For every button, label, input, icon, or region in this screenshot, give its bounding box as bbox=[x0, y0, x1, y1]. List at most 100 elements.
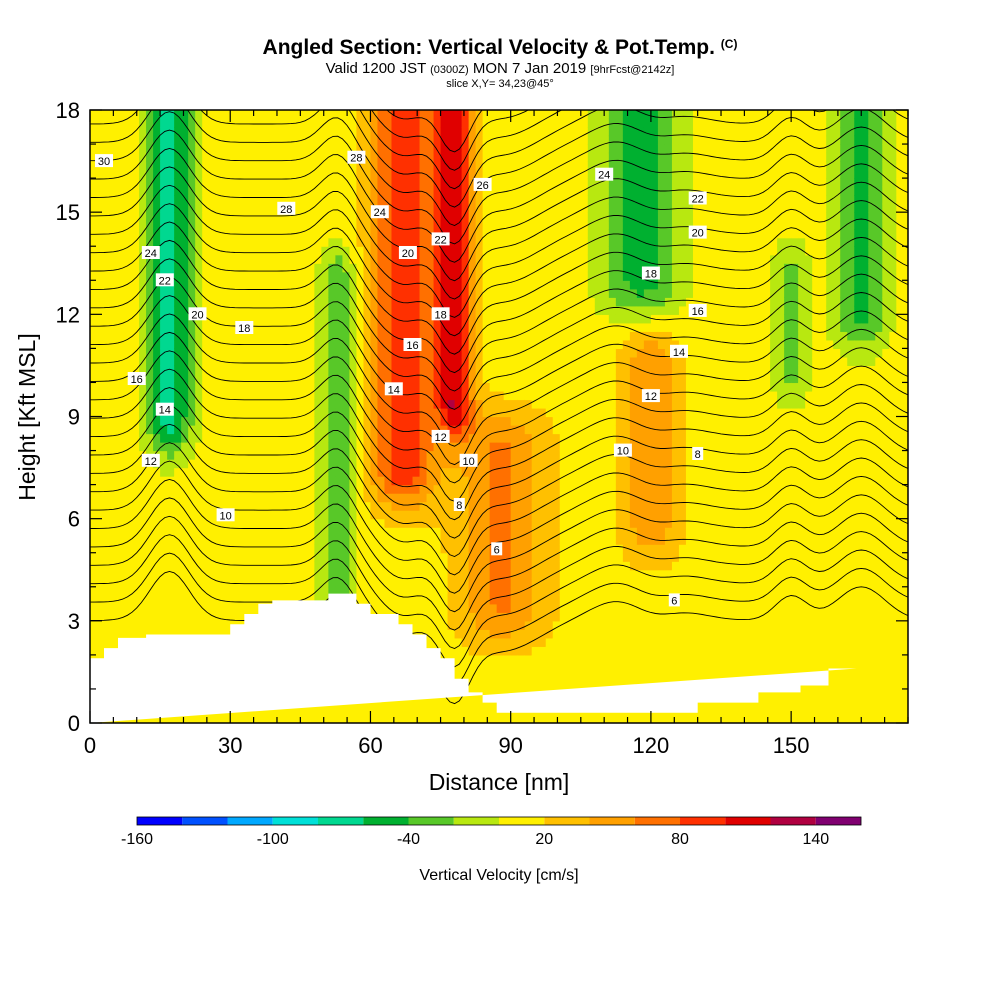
velocity-cell bbox=[524, 569, 533, 579]
velocity-cell bbox=[468, 331, 477, 341]
velocity-cell bbox=[426, 348, 435, 358]
velocity-cell bbox=[503, 407, 512, 418]
velocity-cell bbox=[447, 527, 456, 537]
velocity-cell bbox=[531, 186, 540, 196]
velocity-cell bbox=[321, 433, 329, 443]
velocity-cell bbox=[111, 229, 119, 239]
velocity-cell bbox=[286, 373, 294, 384]
velocity-cell bbox=[412, 595, 421, 605]
velocity-cell bbox=[524, 305, 533, 315]
velocity-cell bbox=[370, 476, 379, 486]
velocity-cell bbox=[552, 714, 561, 723]
velocity-cell bbox=[160, 254, 168, 264]
velocity-cell bbox=[419, 603, 428, 613]
velocity-cell bbox=[300, 178, 308, 188]
velocity-cell bbox=[517, 195, 526, 205]
velocity-cell bbox=[545, 356, 554, 367]
velocity-cell bbox=[286, 118, 294, 128]
velocity-cell bbox=[559, 612, 568, 622]
velocity-cell bbox=[503, 595, 512, 605]
velocity-cell bbox=[153, 322, 161, 332]
velocity-cell bbox=[216, 331, 224, 341]
velocity-cell bbox=[209, 203, 217, 213]
velocity-cell bbox=[321, 518, 329, 528]
velocity-cell bbox=[468, 595, 477, 605]
velocity-cell bbox=[258, 314, 266, 324]
velocity-cell bbox=[251, 442, 259, 452]
velocity-cell bbox=[454, 263, 463, 273]
velocity-cell bbox=[475, 118, 484, 128]
velocity-cell bbox=[286, 263, 294, 273]
velocity-cell bbox=[132, 263, 140, 273]
velocity-cell bbox=[524, 271, 533, 281]
velocity-cell bbox=[237, 527, 245, 537]
velocity-cell bbox=[363, 314, 372, 324]
velocity-cell bbox=[223, 135, 231, 145]
velocity-cell bbox=[503, 493, 512, 503]
velocity-cell bbox=[258, 569, 266, 579]
velocity-cell bbox=[468, 603, 477, 613]
velocity-cell bbox=[314, 169, 322, 179]
velocity-cell bbox=[216, 442, 224, 452]
velocity-cell bbox=[363, 280, 372, 290]
velocity-cell bbox=[391, 280, 400, 290]
velocity-cell bbox=[538, 459, 547, 469]
velocity-cell bbox=[454, 493, 463, 503]
velocity-cell bbox=[181, 195, 189, 205]
velocity-cell bbox=[538, 220, 547, 230]
velocity-cell bbox=[517, 433, 526, 443]
velocity-cell bbox=[132, 425, 140, 435]
velocity-cell bbox=[104, 620, 112, 630]
velocity-cell bbox=[363, 229, 372, 239]
velocity-cell bbox=[391, 135, 400, 145]
velocity-cell bbox=[468, 152, 477, 162]
velocity-cell bbox=[293, 518, 301, 528]
velocity-cell bbox=[174, 442, 182, 452]
velocity-cell bbox=[440, 288, 449, 298]
velocity-cell bbox=[433, 637, 442, 647]
velocity-cell bbox=[209, 169, 217, 179]
velocity-cell bbox=[300, 382, 308, 392]
velocity-cell bbox=[531, 305, 540, 315]
velocity-cell bbox=[496, 399, 505, 409]
velocity-cell bbox=[188, 595, 196, 605]
velocity-cell bbox=[139, 552, 147, 562]
velocity-cell bbox=[97, 237, 105, 247]
velocity-cell bbox=[195, 339, 203, 349]
velocity-cell bbox=[160, 714, 168, 723]
velocity-cell bbox=[496, 365, 505, 375]
velocity-cell bbox=[503, 578, 512, 588]
velocity-cell bbox=[251, 288, 259, 298]
velocity-cell bbox=[356, 144, 365, 154]
velocity-cell bbox=[510, 425, 519, 435]
velocity-cell bbox=[384, 314, 393, 324]
velocity-cell bbox=[279, 144, 287, 154]
velocity-cell bbox=[195, 212, 203, 222]
velocity-cell bbox=[139, 263, 147, 273]
velocity-cell bbox=[300, 135, 308, 145]
velocity-cell bbox=[412, 561, 421, 571]
velocity-cell bbox=[188, 220, 196, 230]
velocity-cell bbox=[251, 425, 259, 435]
velocity-cell bbox=[335, 297, 344, 307]
velocity-cell bbox=[538, 407, 547, 418]
velocity-cell bbox=[405, 612, 414, 622]
velocity-cell bbox=[286, 425, 294, 435]
velocity-cell bbox=[90, 501, 98, 511]
velocity-cell bbox=[328, 288, 336, 298]
velocity-cell bbox=[405, 178, 414, 188]
velocity-cell bbox=[272, 425, 280, 435]
velocity-cell bbox=[531, 527, 540, 537]
velocity-cell bbox=[461, 390, 470, 401]
velocity-cell bbox=[251, 229, 259, 239]
velocity-cell bbox=[104, 459, 112, 469]
velocity-cell bbox=[370, 561, 379, 571]
velocity-cell bbox=[237, 314, 245, 324]
velocity-cell bbox=[314, 561, 322, 571]
velocity-cell bbox=[174, 348, 182, 358]
velocity-cell bbox=[482, 305, 491, 315]
velocity-cell bbox=[335, 305, 344, 315]
velocity-cell bbox=[188, 561, 196, 571]
velocity-cell bbox=[265, 356, 273, 367]
